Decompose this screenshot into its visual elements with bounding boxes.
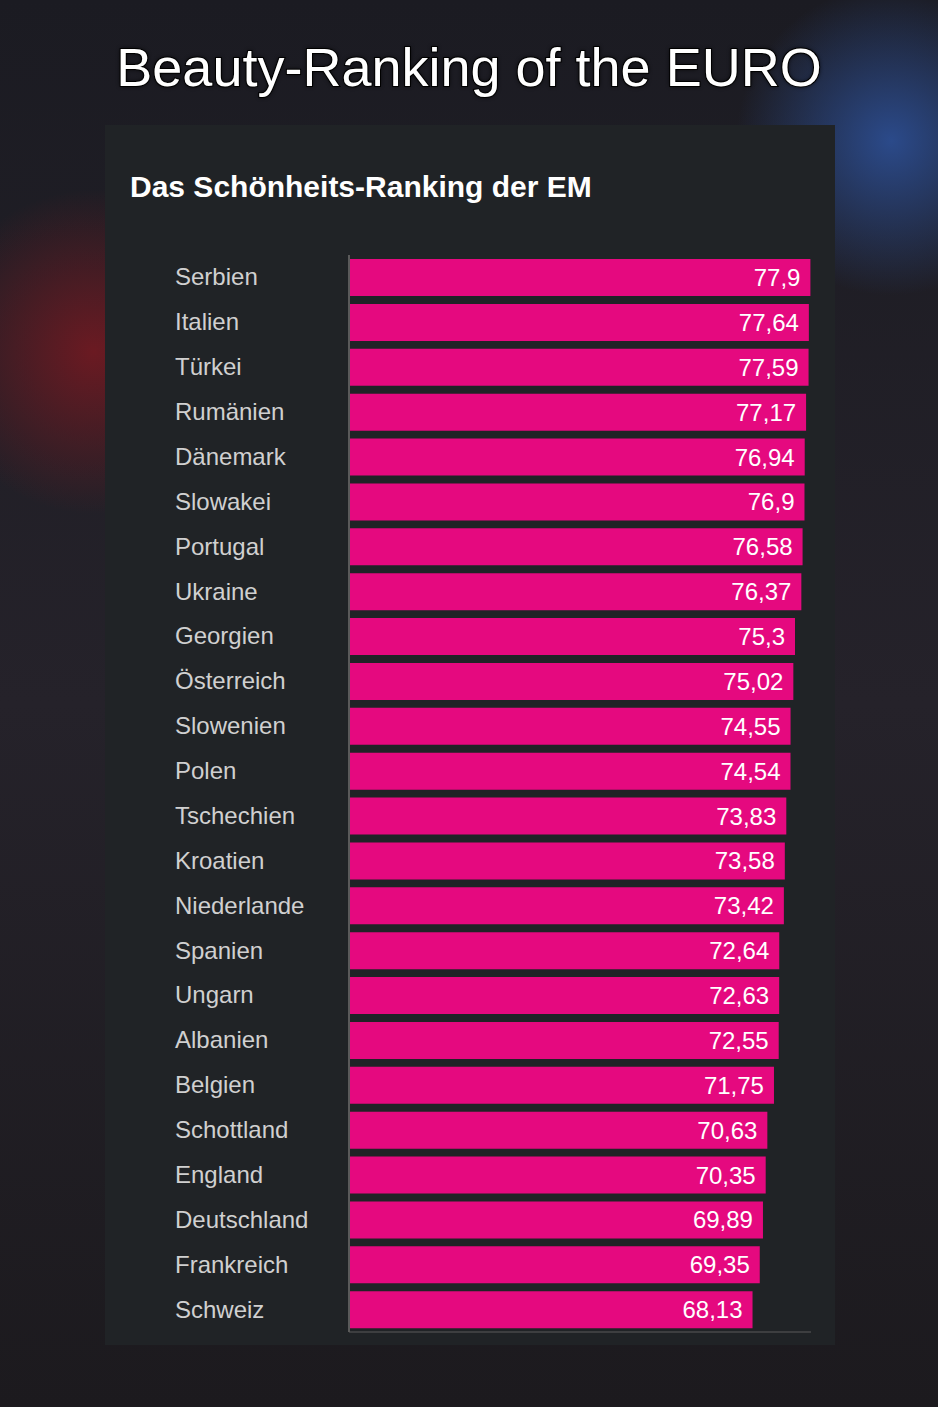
svg-text:69,35: 69,35 [690,1251,750,1278]
svg-text:Belgien: Belgien [175,1071,255,1098]
svg-text:75,02: 75,02 [723,668,783,695]
svg-text:77,17: 77,17 [736,399,796,426]
svg-text:Georgien: Georgien [175,622,274,649]
svg-text:Slowenien: Slowenien [175,712,286,739]
svg-text:73,83: 73,83 [716,803,776,830]
svg-text:Kroatien: Kroatien [175,847,264,874]
svg-text:72,64: 72,64 [709,937,769,964]
html-text:Beauty-Ranking of the EURO: Beauty-Ranking of the EURO [116,37,822,97]
svg-text:76,37: 76,37 [731,578,791,605]
svg-text:Rumänien: Rumänien [175,398,284,425]
html-text:Das Schönheits-Ranking der EM: Das Schönheits-Ranking der EM [130,170,592,203]
svg-text:70,63: 70,63 [697,1117,757,1144]
svg-text:68,13: 68,13 [682,1296,742,1323]
svg-text:Slowakei: Slowakei [175,488,271,515]
svg-text:Österreich: Österreich [175,667,286,694]
svg-text:Niederlande: Niederlande [175,892,304,919]
svg-text:Serbien: Serbien [175,263,258,290]
svg-text:Ungarn: Ungarn [175,981,254,1008]
svg-text:Polen: Polen [175,757,236,784]
svg-text:Türkei: Türkei [175,353,242,380]
svg-text:Portugal: Portugal [175,533,264,560]
svg-text:Italien: Italien [175,308,239,335]
svg-text:Dänemark: Dänemark [175,443,287,470]
svg-text:76,94: 76,94 [735,444,795,471]
svg-text:76,58: 76,58 [733,533,793,560]
svg-text:England: England [175,1161,263,1188]
svg-text:76,9: 76,9 [748,488,795,515]
svg-text:74,54: 74,54 [720,758,780,785]
svg-text:74,55: 74,55 [721,713,781,740]
svg-text:Frankreich: Frankreich [175,1251,288,1278]
svg-text:72,63: 72,63 [709,982,769,1009]
svg-text:Schweiz: Schweiz [175,1296,264,1323]
svg-text:Ukraine: Ukraine [175,578,258,605]
svg-text:Deutschland: Deutschland [175,1206,308,1233]
svg-text:72,55: 72,55 [709,1027,769,1054]
svg-text:70,35: 70,35 [696,1162,756,1189]
svg-text:Spanien: Spanien [175,937,263,964]
svg-text:77,9: 77,9 [754,264,801,291]
svg-text:Albanien: Albanien [175,1026,268,1053]
svg-text:Tschechien: Tschechien [175,802,295,829]
svg-text:73,58: 73,58 [715,847,775,874]
svg-text:77,64: 77,64 [739,309,799,336]
svg-text:75,3: 75,3 [738,623,785,650]
svg-text:73,42: 73,42 [714,892,774,919]
svg-text:77,59: 77,59 [739,354,799,381]
svg-text:71,75: 71,75 [704,1072,764,1099]
svg-text:Schottland: Schottland [175,1116,288,1143]
svg-text:69,89: 69,89 [693,1206,753,1233]
